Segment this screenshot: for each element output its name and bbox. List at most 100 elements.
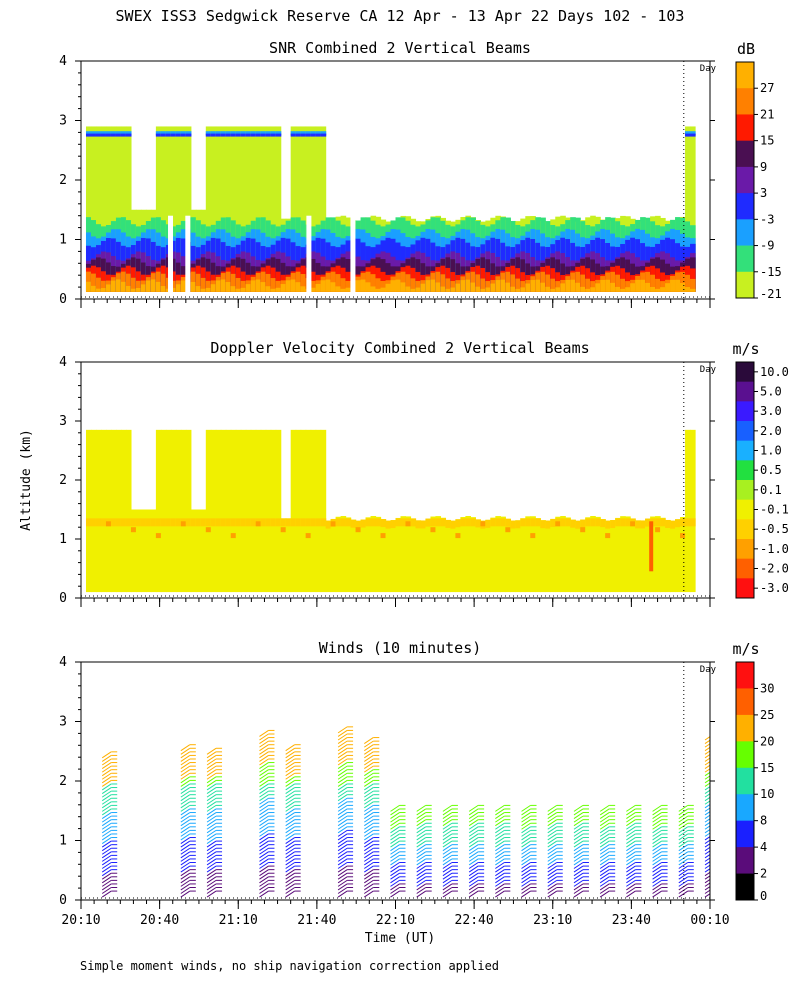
snr-cell (170, 131, 177, 136)
snr-cell (215, 280, 222, 292)
wind-barb (364, 833, 374, 841)
doppler-cell (195, 518, 202, 527)
doppler-cell (200, 518, 207, 527)
x-tick-label: 20:40 (140, 913, 179, 928)
wind-barb (468, 858, 479, 866)
colorbar-label: 15 (760, 761, 774, 775)
snr-cell (320, 126, 327, 292)
wind-barb (599, 872, 610, 880)
doppler-cell (610, 520, 616, 529)
snr-cell (475, 286, 481, 292)
snr-cell (85, 131, 92, 136)
wind-barb (206, 765, 217, 773)
wind-barb (573, 887, 584, 894)
wind-barb (206, 787, 217, 794)
wind-barb (547, 840, 558, 848)
wind-barb (364, 808, 374, 816)
wind-barb (521, 812, 531, 819)
day-marker-label: Day (700, 365, 717, 375)
doppler-cell (605, 533, 611, 539)
snr-cell (170, 280, 177, 292)
snr-cell (130, 288, 137, 292)
wind-barb (259, 783, 269, 791)
wind-barb (101, 812, 112, 819)
doppler-cell (445, 519, 452, 593)
snr-cell (685, 126, 691, 292)
wind-barb (468, 854, 479, 862)
colorbar-swatch (736, 140, 754, 168)
colorbar-label: -9 (760, 239, 774, 253)
wind-barb (180, 747, 191, 755)
doppler-cell (155, 429, 162, 593)
doppler-cell (230, 518, 237, 527)
snr-cell (115, 126, 122, 292)
colorbar-0: 27 21 15 9 3 -3 -9 -15 -21 dB (735, 40, 782, 301)
snr-cell (355, 280, 362, 292)
doppler-cell (180, 429, 187, 593)
wind-barb (652, 804, 662, 812)
snr-cell (205, 133, 212, 137)
snr-cell (85, 281, 92, 292)
doppler-cell (580, 519, 586, 593)
snr-cell (430, 279, 437, 292)
wind-barb (337, 740, 348, 748)
wind-barb (259, 744, 269, 752)
snr-cell (260, 271, 267, 292)
wind-barb (259, 833, 269, 841)
wind-barb (101, 876, 112, 884)
snr-cell (625, 281, 631, 292)
colorbar-unit: m/s (732, 640, 759, 658)
snr-cell (260, 126, 267, 292)
colorbar-swatch (736, 688, 754, 716)
snr-cell (235, 131, 242, 136)
snr-cell (630, 283, 636, 292)
doppler-cell (580, 519, 586, 528)
doppler-cell (365, 518, 372, 527)
wind-barb (442, 837, 453, 844)
snr-cell (690, 288, 696, 292)
wind-barb (364, 754, 374, 762)
wind-barb (180, 869, 191, 877)
wind-barb (626, 854, 636, 862)
wind-barb (521, 833, 531, 841)
snr-cell (115, 131, 122, 136)
wind-barb (521, 829, 531, 837)
wind-barb (442, 815, 453, 823)
doppler-cell (375, 516, 382, 593)
doppler-cell (580, 527, 586, 533)
wind-barb (206, 794, 217, 802)
snr-cell (615, 286, 621, 292)
y-tick-label: 0 (59, 292, 67, 307)
doppler-cell (640, 520, 646, 593)
wind-barb (652, 883, 662, 891)
wind-barb (626, 826, 636, 834)
snr-cell (490, 283, 496, 292)
doppler-cell (175, 518, 182, 527)
wind-barb (206, 783, 217, 791)
wind-barb (678, 862, 689, 869)
wind-barb (101, 858, 112, 866)
wind-barb (521, 851, 531, 859)
wind-barbs (101, 726, 710, 898)
wind-barb (364, 812, 374, 819)
doppler-cell (565, 518, 571, 527)
wind-barb (180, 887, 191, 894)
wind-barb (652, 837, 662, 844)
wind-barb (364, 862, 374, 869)
wind-barb (495, 876, 505, 884)
doppler-cell (425, 518, 432, 527)
wind-barb (573, 876, 584, 884)
wind-barb (468, 826, 479, 834)
wind-barb (180, 819, 191, 827)
wind-barb (180, 808, 191, 816)
doppler-cell (125, 518, 132, 527)
wind-barb (599, 822, 610, 830)
colorbar-label: -1.0 (760, 542, 789, 556)
doppler-cell (685, 518, 691, 527)
wind-barb (547, 844, 558, 852)
snr-cell (300, 126, 307, 292)
wind-barb (337, 744, 348, 752)
doppler-cell (490, 517, 496, 593)
snr-cell (215, 131, 222, 136)
y-tick-label: 0 (59, 893, 67, 908)
